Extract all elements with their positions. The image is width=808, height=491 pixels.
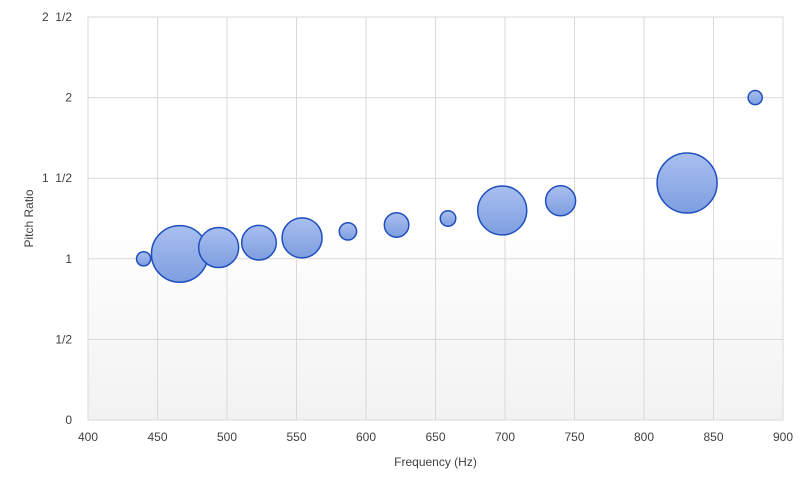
bubble-series <box>135 89 764 283</box>
x-tick-label: 900 <box>773 430 793 444</box>
x-axis-title: Frequency (Hz) <box>394 455 477 469</box>
x-tick-label: 700 <box>495 430 515 444</box>
bubble-point <box>338 221 358 241</box>
bubble-point <box>476 185 528 236</box>
y-tick-labels: 0 1/2 1 1 1/2 2 2 1/2 <box>42 10 72 427</box>
x-tick-label: 850 <box>703 430 723 444</box>
x-tick-label: 650 <box>425 430 445 444</box>
y-tick-label: 0 <box>65 413 72 427</box>
bubble-point <box>544 185 577 217</box>
x-tick-label: 550 <box>286 430 306 444</box>
bubble-point <box>135 250 152 267</box>
x-tick-label: 500 <box>217 430 237 444</box>
bubble-point <box>383 211 410 238</box>
bubble-point <box>439 210 457 227</box>
bubble-point <box>197 226 240 269</box>
x-tick-label: 750 <box>564 430 584 444</box>
bubble-point <box>656 152 718 214</box>
x-tick-label: 800 <box>634 430 654 444</box>
y-tick-label: 2 1/2 <box>42 10 72 24</box>
bubble-point <box>747 89 764 106</box>
y-tick-label: 1/2 <box>55 332 72 346</box>
y-tick-label: 2 <box>65 91 72 105</box>
x-tick-label: 600 <box>356 430 376 444</box>
bubble-point <box>240 224 278 261</box>
y-tick-label: 1 1/2 <box>42 171 72 185</box>
y-axis-title: Pitch Ratio <box>22 189 36 247</box>
x-tick-label: 450 <box>147 430 167 444</box>
x-tick-labels: 400 450 500 550 600 650 700 750 800 850 900 <box>78 430 793 444</box>
y-tick-label: 1 <box>65 252 72 266</box>
x-tick-label: 400 <box>78 430 98 444</box>
bubble-point <box>281 217 323 259</box>
